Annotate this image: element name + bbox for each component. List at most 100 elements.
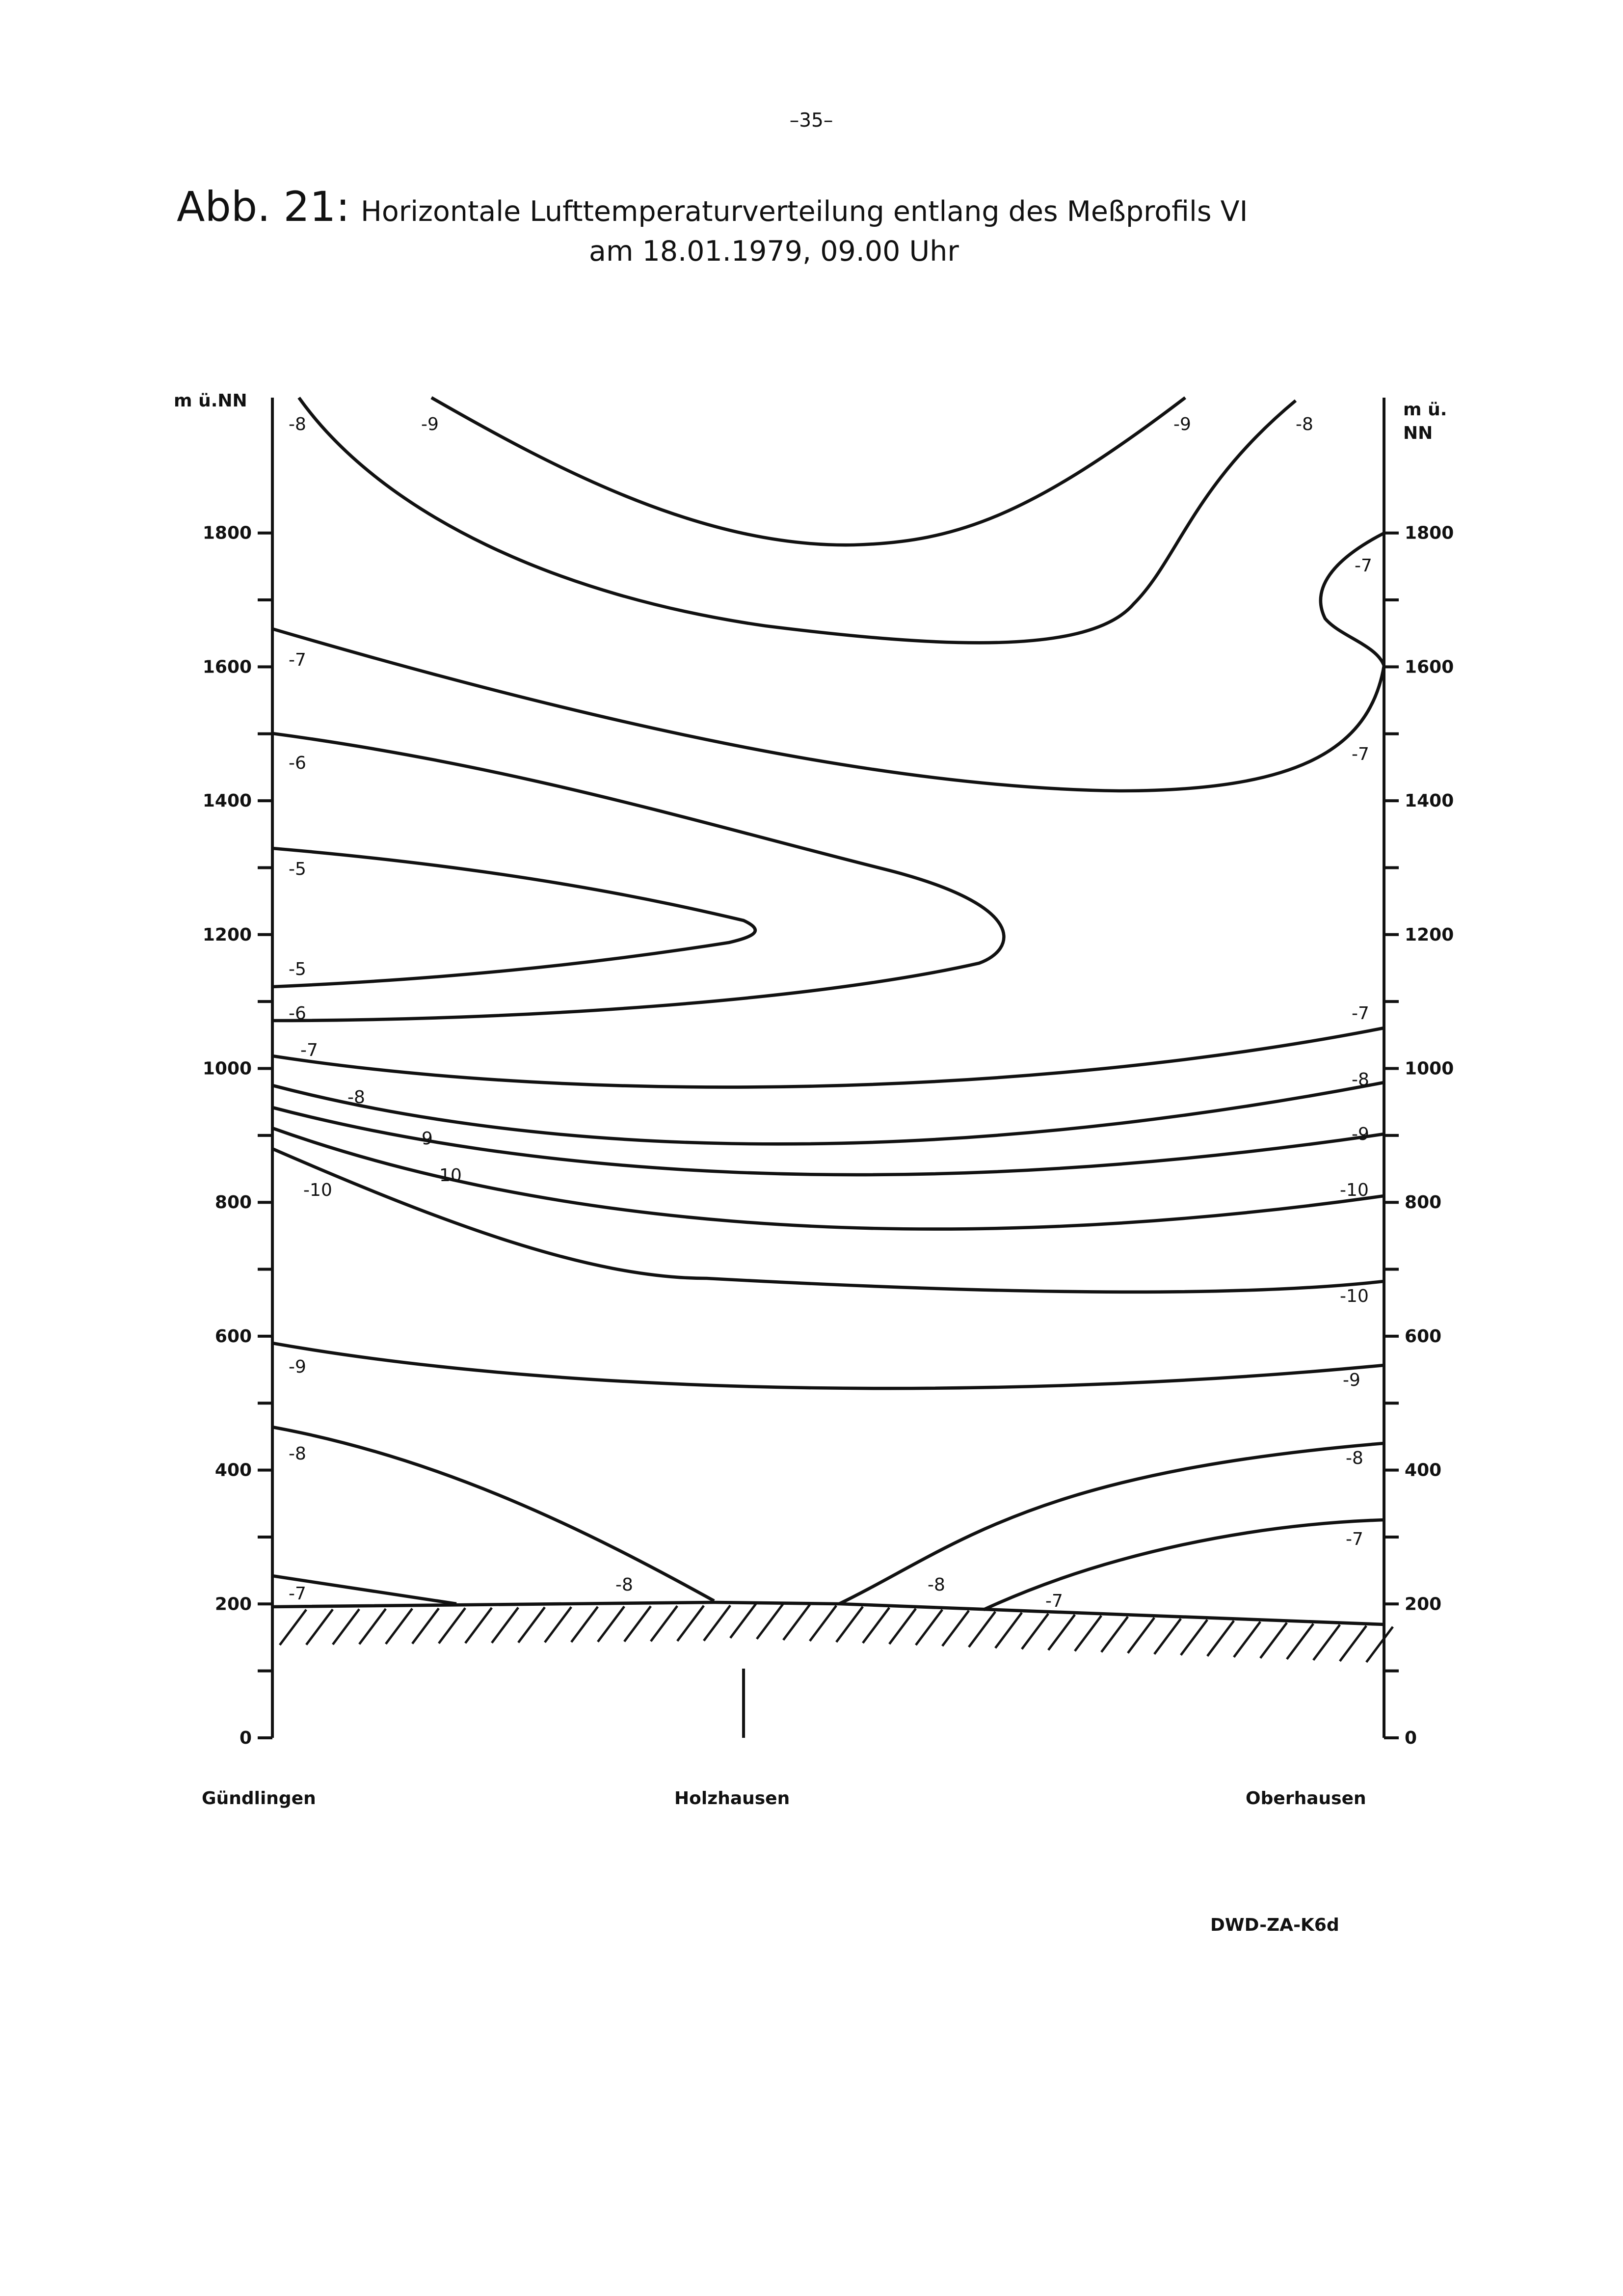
ground-line (272, 1600, 1384, 1626)
hatch-line (464, 1607, 493, 1644)
axes: m ü.NN m ü. NN 0 200 400 600 800 1000 1200 1400… (174, 391, 1454, 1748)
contour-label: -6 (289, 1003, 306, 1024)
tick-label: 1400 (1405, 791, 1454, 811)
contour-label: -9 (421, 414, 439, 434)
hatch-line (597, 1605, 625, 1643)
contour-line (430, 396, 1187, 547)
tick-label: 1800 (1405, 523, 1454, 543)
hatch-line (332, 1608, 360, 1646)
contour-label: -9 (1343, 1370, 1360, 1390)
contours (271, 396, 1394, 1738)
tick-label: 200 (1405, 1594, 1441, 1614)
tick-label: 1000 (1405, 1059, 1454, 1079)
tick-label: 400 (215, 1460, 252, 1481)
hatch-line (782, 1604, 811, 1641)
contour-labels: -8 -9 -9 -8-7-7-7-6-5-5-6-7-8-9-10-10-9-8-7… (289, 414, 1372, 1611)
hatch-line (623, 1605, 652, 1643)
contour-label: -7 (289, 650, 306, 670)
contour-label: -5 (289, 859, 306, 879)
hatch-line (1021, 1613, 1049, 1650)
tick-label: 1200 (203, 925, 252, 945)
contour-line (272, 846, 757, 989)
contour-label: -9 (1173, 414, 1191, 434)
tick-label: 1400 (203, 791, 252, 811)
contour-label: -8 (289, 414, 306, 434)
contour-label: -8 (1346, 1448, 1363, 1468)
hatch-line (968, 1611, 996, 1648)
place-label: Oberhausen (1246, 1788, 1366, 1809)
hatch-line (862, 1607, 890, 1644)
footer: DWD-ZA-K6d (1210, 1915, 1339, 1935)
contour-label: -5 (289, 959, 306, 979)
contour-label: -7 (300, 1040, 318, 1060)
contour-label: -8 (615, 1575, 633, 1595)
contour-line (272, 627, 1386, 793)
tick-label: 200 (215, 1594, 252, 1614)
hatch-line (835, 1606, 864, 1643)
contour-line (272, 1425, 715, 1602)
contour-line (272, 1080, 1384, 1146)
contour-line (838, 1441, 1384, 1605)
tick-label: 1600 (1405, 657, 1454, 677)
hatch-line (1259, 1622, 1288, 1659)
tick-label: 0 (1405, 1728, 1417, 1748)
tick-label: 800 (215, 1192, 252, 1213)
hatch-line (491, 1607, 519, 1644)
hatch-line (994, 1612, 1023, 1649)
contour-label: -7 (1352, 744, 1369, 764)
hatch-line (1206, 1620, 1235, 1657)
hatch-line (1127, 1617, 1155, 1654)
contour-label: -8 (928, 1575, 945, 1595)
contour-label: -10 (433, 1165, 462, 1186)
hatch-line (517, 1606, 546, 1644)
contour-line (983, 1518, 1384, 1611)
contour-label: -7 (1346, 1529, 1363, 1549)
hatch-line (385, 1608, 413, 1645)
hatch-line (305, 1608, 334, 1646)
hatch-line (729, 1602, 758, 1639)
contour-label: -8 (1296, 414, 1313, 434)
place-label: Holzhausen (674, 1788, 790, 1809)
tick-label: 600 (1405, 1326, 1441, 1347)
hatch-line (809, 1605, 837, 1642)
hatch-line (544, 1606, 572, 1643)
contour-line (272, 1574, 457, 1606)
hatch-line (1339, 1625, 1367, 1662)
tick-label: 1000 (203, 1059, 252, 1079)
hatch-line (1153, 1618, 1182, 1655)
tick-label: 1800 (203, 523, 252, 543)
contour-line (272, 731, 1006, 1023)
hatch-line (438, 1607, 466, 1645)
contour-label: -10 (1340, 1286, 1369, 1306)
contour-line (271, 1147, 1384, 1294)
contour-label: -8 (1352, 1070, 1369, 1090)
contour-label: -7 (1045, 1591, 1063, 1611)
tick-label: 400 (1405, 1460, 1441, 1481)
hatch-line (1286, 1623, 1314, 1660)
hatch-line (1365, 1626, 1394, 1663)
hatch-line (1312, 1624, 1341, 1661)
hatch-line (1074, 1615, 1102, 1652)
tick-label: 0 (239, 1728, 252, 1748)
contour-label: -8 (289, 1444, 306, 1464)
contour-label: -7 (1352, 1003, 1369, 1024)
hatch-line (1180, 1619, 1208, 1656)
contour-line (272, 1026, 1384, 1089)
contour-label: -9 (415, 1129, 433, 1149)
hatch-line (941, 1610, 970, 1647)
contour-label: -9 (1352, 1124, 1369, 1144)
contour-line (1319, 532, 1386, 667)
hatch-line (411, 1607, 440, 1645)
tick-label: 800 (1405, 1192, 1441, 1213)
tick-label: 600 (215, 1326, 252, 1347)
tick-label: 1600 (203, 657, 252, 677)
page-number: –35– (790, 109, 833, 132)
axis-unit: m ü.NN (174, 391, 247, 411)
hatch-line (915, 1609, 943, 1646)
hatch-line (570, 1606, 599, 1643)
axis-unit: NN (1403, 423, 1433, 443)
hatch-line (1100, 1616, 1129, 1653)
hatch-line (676, 1605, 705, 1642)
hatch-line (1233, 1621, 1261, 1658)
